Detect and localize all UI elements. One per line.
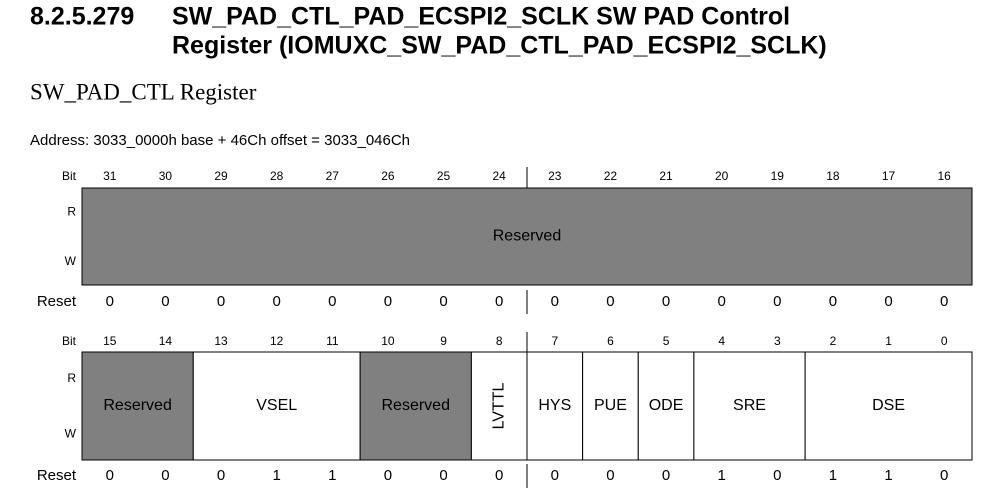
- reset-value: 1: [829, 467, 837, 484]
- bit-number: 28: [270, 169, 284, 183]
- field-name: LVTTL: [490, 382, 507, 429]
- field-name: Reserved: [382, 397, 450, 414]
- reset-value: 0: [161, 467, 169, 484]
- bit-number: 26: [381, 169, 395, 183]
- reset-value: 1: [328, 467, 336, 484]
- bit-number: 8: [496, 334, 503, 348]
- reset-value: 0: [662, 467, 670, 484]
- bit-number: 15: [103, 334, 117, 348]
- field: [192, 351, 361, 461]
- bit-number: 11: [326, 334, 339, 348]
- bit-number: 24: [493, 169, 507, 183]
- reset-value: 0: [940, 293, 948, 310]
- reset-value: 0: [328, 293, 336, 310]
- bit-number: 10: [381, 334, 395, 348]
- reset-value: 0: [273, 293, 281, 310]
- row-label: Reset: [37, 293, 77, 310]
- field-name: HYS: [538, 397, 571, 414]
- reset-value: 0: [940, 467, 948, 484]
- reset-value: 0: [161, 293, 169, 310]
- reset-value: 0: [551, 293, 559, 310]
- reset-value: 0: [773, 467, 781, 484]
- field-name: Reserved: [493, 228, 561, 245]
- section-number: 8.2.5.279: [30, 3, 134, 31]
- field: [804, 351, 973, 461]
- reset-value: 0: [106, 467, 114, 484]
- reset-value: 0: [718, 293, 726, 310]
- bit-number: 29: [214, 169, 228, 183]
- row-label: W: [65, 426, 77, 440]
- bit-number: 9: [440, 334, 447, 348]
- address: Address: 3033_0000h base + 46Ch offset =…: [30, 132, 410, 149]
- bit-number: 17: [882, 169, 896, 183]
- field-name: SRE: [733, 397, 766, 414]
- bit-number: 0: [941, 334, 948, 348]
- field-name: ODE: [649, 397, 684, 414]
- bit-number: 2: [830, 334, 837, 348]
- reset-value: 0: [384, 293, 392, 310]
- bit-number: 30: [159, 169, 173, 183]
- reset-value: 0: [662, 293, 670, 310]
- bit-number: 21: [659, 169, 673, 183]
- reset-value: 0: [884, 293, 892, 310]
- reset-value: 1: [718, 467, 726, 484]
- field: [526, 351, 584, 461]
- field: [693, 351, 806, 461]
- reset-value: 0: [439, 293, 447, 310]
- row-label: R: [67, 204, 76, 218]
- bit-number: 5: [663, 334, 670, 348]
- reset-value: 0: [495, 467, 503, 484]
- reset-value: 0: [606, 467, 614, 484]
- register-name: SW_PAD_CTL Register: [30, 79, 257, 104]
- reset-value: 0: [217, 293, 225, 310]
- bit-number: 1: [885, 334, 892, 348]
- field: [81, 187, 973, 286]
- section-title: SW_PAD_CTL_PAD_ECSPI2_SCLK SW PAD Contro…: [172, 3, 790, 31]
- reset-value: 0: [829, 293, 837, 310]
- section-title: Register (IOMUXC_SW_PAD_CTL_PAD_ECSPI2_S…: [172, 32, 827, 60]
- field-name: Reserved: [103, 397, 171, 414]
- bit-number: 16: [938, 169, 952, 183]
- reset-value: 0: [384, 467, 392, 484]
- bit-number: 6: [607, 334, 614, 348]
- bit-number: 13: [214, 334, 228, 348]
- bit-number: 12: [270, 334, 284, 348]
- row-label: W: [65, 254, 77, 268]
- reset-value: 1: [273, 467, 281, 484]
- row-label: Bit: [62, 334, 77, 348]
- bit-number: 19: [771, 169, 785, 183]
- bit-number: 25: [437, 169, 451, 183]
- row-label: Reset: [37, 467, 77, 484]
- reset-value: 0: [495, 293, 503, 310]
- row-label: R: [67, 371, 76, 385]
- reset-value: 0: [551, 467, 559, 484]
- reset-value: 1: [884, 467, 892, 484]
- row-label: Bit: [62, 169, 77, 183]
- bit-number: 7: [551, 334, 558, 348]
- bit-number: 3: [774, 334, 781, 348]
- reset-value: 0: [773, 293, 781, 310]
- field-name: DSE: [872, 397, 905, 414]
- bit-number: 4: [718, 334, 725, 348]
- field-name: PUE: [594, 397, 627, 414]
- bit-number: 20: [715, 169, 729, 183]
- bit-number: 31: [103, 169, 117, 183]
- field: [359, 351, 472, 461]
- field: [470, 351, 528, 461]
- bit-number: 22: [604, 169, 618, 183]
- field: [81, 351, 194, 461]
- reset-value: 0: [606, 293, 614, 310]
- bit-number: 18: [826, 169, 840, 183]
- reset-value: 0: [439, 467, 447, 484]
- field-name: VSEL: [256, 397, 297, 414]
- bit-number: 23: [548, 169, 562, 183]
- reset-value: 0: [106, 293, 114, 310]
- bit-number: 14: [159, 334, 173, 348]
- bit-number: 27: [326, 169, 340, 183]
- reset-value: 0: [217, 467, 225, 484]
